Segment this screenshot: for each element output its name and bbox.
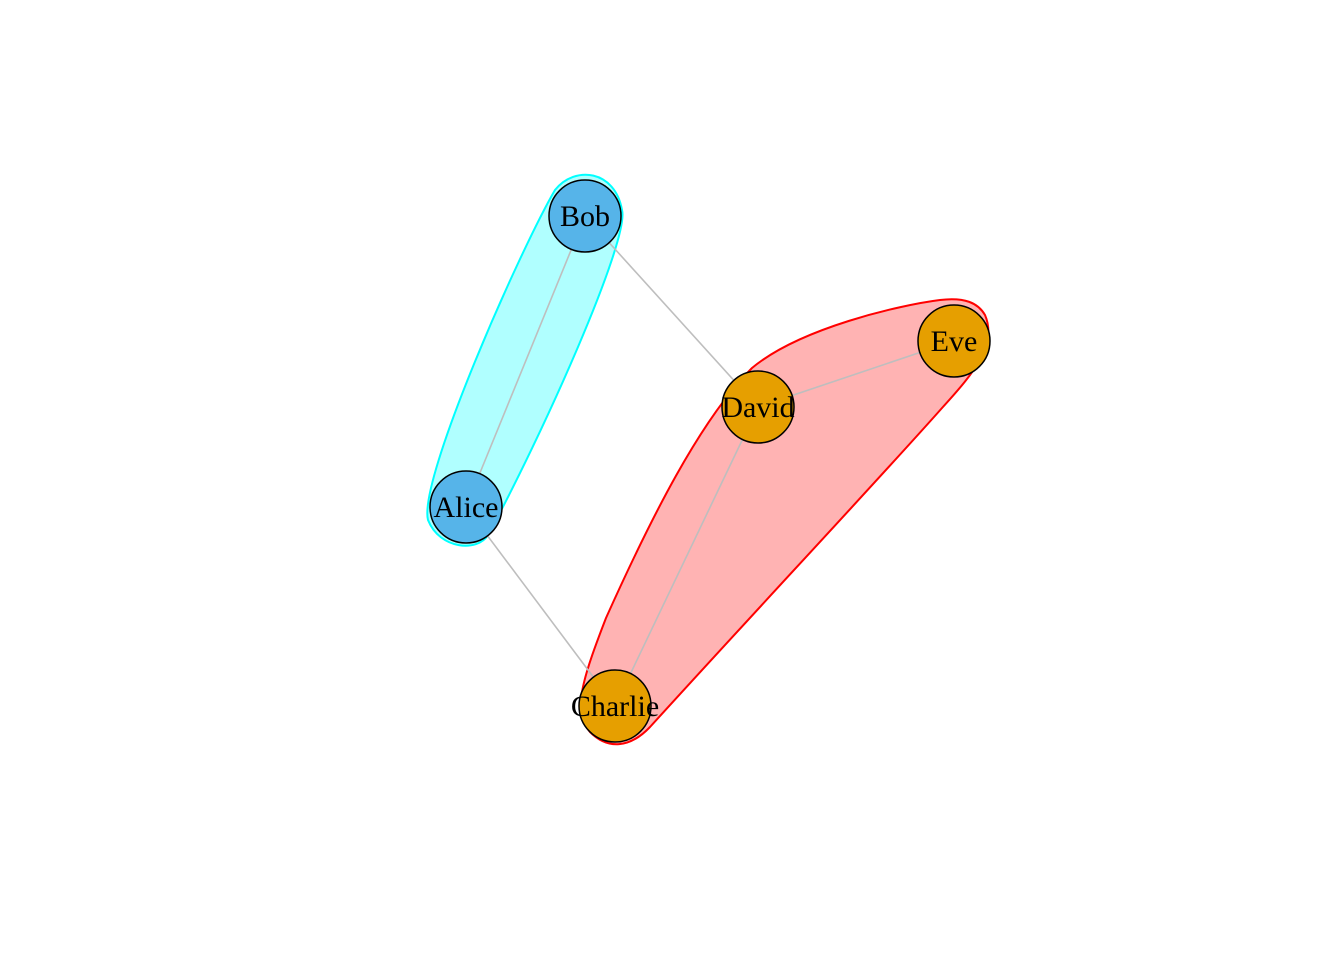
group-hulls — [426, 173, 990, 746]
node-label-charlie: Charlie — [571, 690, 659, 723]
edge-alice-charlie — [465, 506, 616, 707]
node-circle-charlie — [578, 669, 652, 743]
group-hull-blue — [426, 173, 624, 547]
node-label-eve: Eve — [931, 325, 978, 358]
node-circle-alice — [429, 470, 503, 544]
node-circle-bob — [548, 179, 622, 253]
node-circle-david — [721, 370, 795, 444]
edge-david-charlie — [614, 406, 759, 707]
node-bob: Bob — [548, 179, 622, 253]
edges — [465, 215, 955, 707]
nodes: Bob Alice David Eve Charlie — [429, 179, 991, 743]
edge-bob-david — [584, 215, 759, 408]
node-charlie: Charlie — [571, 669, 659, 743]
edge-bob-alice — [465, 215, 586, 508]
node-label-david: David — [721, 391, 794, 424]
node-alice: Alice — [429, 470, 503, 544]
node-label-alice: Alice — [434, 491, 499, 524]
node-label-bob: Bob — [560, 200, 610, 233]
node-circle-eve — [917, 304, 991, 378]
node-david: David — [721, 370, 795, 444]
node-eve: Eve — [917, 304, 991, 378]
